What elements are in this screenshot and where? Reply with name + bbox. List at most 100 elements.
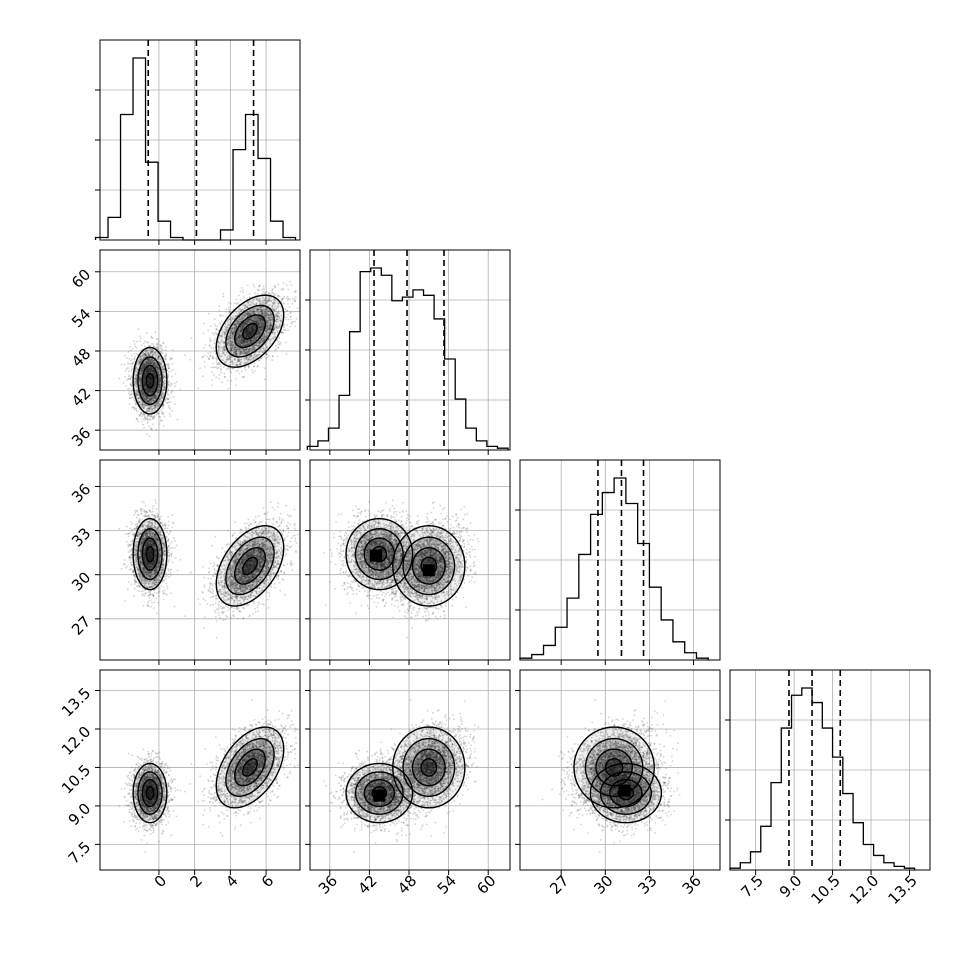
sample-point — [227, 326, 229, 329]
sample-point — [151, 361, 154, 364]
sample-point — [155, 404, 158, 407]
sample-point — [148, 360, 150, 363]
sample-point — [146, 390, 149, 393]
sample-point — [163, 382, 166, 385]
sample-point — [143, 372, 146, 375]
sample-point — [286, 324, 289, 326]
sample-point — [239, 330, 242, 333]
sample-point — [161, 349, 164, 351]
sample-point — [257, 289, 260, 292]
sample-point — [223, 334, 226, 336]
sample-point — [133, 352, 136, 355]
sample-point — [247, 340, 249, 343]
sample-point — [134, 389, 137, 392]
sample-point — [134, 355, 136, 358]
sample-point — [241, 342, 244, 345]
sample-point — [161, 396, 164, 399]
sample-point — [146, 371, 149, 374]
sample-point — [219, 371, 222, 374]
sample-point — [146, 391, 148, 393]
sample-point — [158, 402, 161, 405]
sample-point — [153, 353, 156, 356]
sample-point — [175, 381, 178, 383]
sample-point — [240, 341, 243, 344]
sample-point — [283, 295, 286, 298]
sample-point — [149, 344, 151, 347]
sample-point — [225, 311, 227, 313]
sample-point — [144, 365, 147, 368]
sample-point — [149, 382, 152, 385]
sample-point — [149, 418, 152, 421]
sample-point — [264, 309, 267, 312]
sample-point — [223, 332, 226, 334]
sample-point — [267, 354, 270, 357]
sample-point — [144, 413, 147, 416]
sample-point — [277, 343, 280, 346]
sample-point — [234, 350, 237, 353]
x-tick-label-p3-1: 9.0 — [776, 872, 806, 902]
sample-point — [150, 382, 152, 385]
sample-point — [138, 400, 141, 403]
sample-point — [249, 333, 252, 336]
sample-point — [147, 420, 149, 422]
sample-point — [251, 327, 253, 329]
x-axis-p2 — [560, 660, 695, 665]
sample-point — [161, 412, 164, 415]
sample-point — [142, 351, 145, 354]
sample-point — [169, 415, 172, 417]
sample-point — [158, 380, 161, 382]
sample-point — [135, 379, 138, 382]
sample-point — [287, 288, 290, 291]
sample-point — [143, 418, 146, 421]
sample-point — [149, 371, 152, 373]
sample-point — [139, 355, 142, 358]
sample-point — [246, 310, 248, 313]
sample-point — [234, 350, 237, 353]
sample-point — [140, 357, 143, 360]
sample-point — [144, 363, 147, 366]
sample-point — [252, 323, 255, 326]
sample-point — [270, 338, 273, 341]
sample-point — [156, 391, 159, 394]
sample-point — [167, 367, 170, 370]
sample-point — [223, 347, 226, 350]
sample-point — [248, 332, 251, 335]
sample-point — [148, 362, 151, 365]
sample-point — [231, 344, 234, 347]
sample-point — [159, 358, 162, 361]
sample-point — [240, 342, 243, 345]
sample-point — [140, 360, 143, 362]
sample-point — [294, 320, 297, 323]
sample-point — [286, 310, 289, 312]
sample-point — [261, 312, 264, 314]
sample-point — [161, 407, 164, 410]
histogram-p1 — [306, 267, 509, 450]
sample-point — [146, 389, 148, 392]
sample-point — [258, 297, 261, 300]
hist-panel-p3 — [725, 669, 931, 871]
sample-point — [254, 343, 257, 346]
sample-point — [136, 363, 138, 366]
sample-point — [246, 329, 249, 332]
sample-point — [144, 372, 146, 375]
sample-point — [228, 308, 230, 311]
sample-point — [261, 327, 264, 330]
sample-point — [231, 327, 234, 330]
sample-point — [230, 356, 232, 359]
sample-point — [155, 364, 158, 367]
sample-point — [139, 377, 141, 380]
sample-point — [258, 348, 261, 351]
x-tick-label-p3-0: 7.5 — [737, 872, 767, 902]
sample-point — [143, 353, 146, 355]
sample-point — [237, 331, 240, 334]
sample-point — [227, 335, 230, 338]
sample-point — [239, 348, 241, 351]
sample-point — [259, 321, 262, 324]
sample-point — [256, 322, 259, 325]
sample-point — [148, 388, 151, 391]
sample-point — [239, 349, 242, 352]
sample-point — [143, 375, 146, 377]
sample-point — [148, 435, 151, 438]
sample-point — [152, 364, 155, 367]
sample-point — [262, 323, 265, 326]
